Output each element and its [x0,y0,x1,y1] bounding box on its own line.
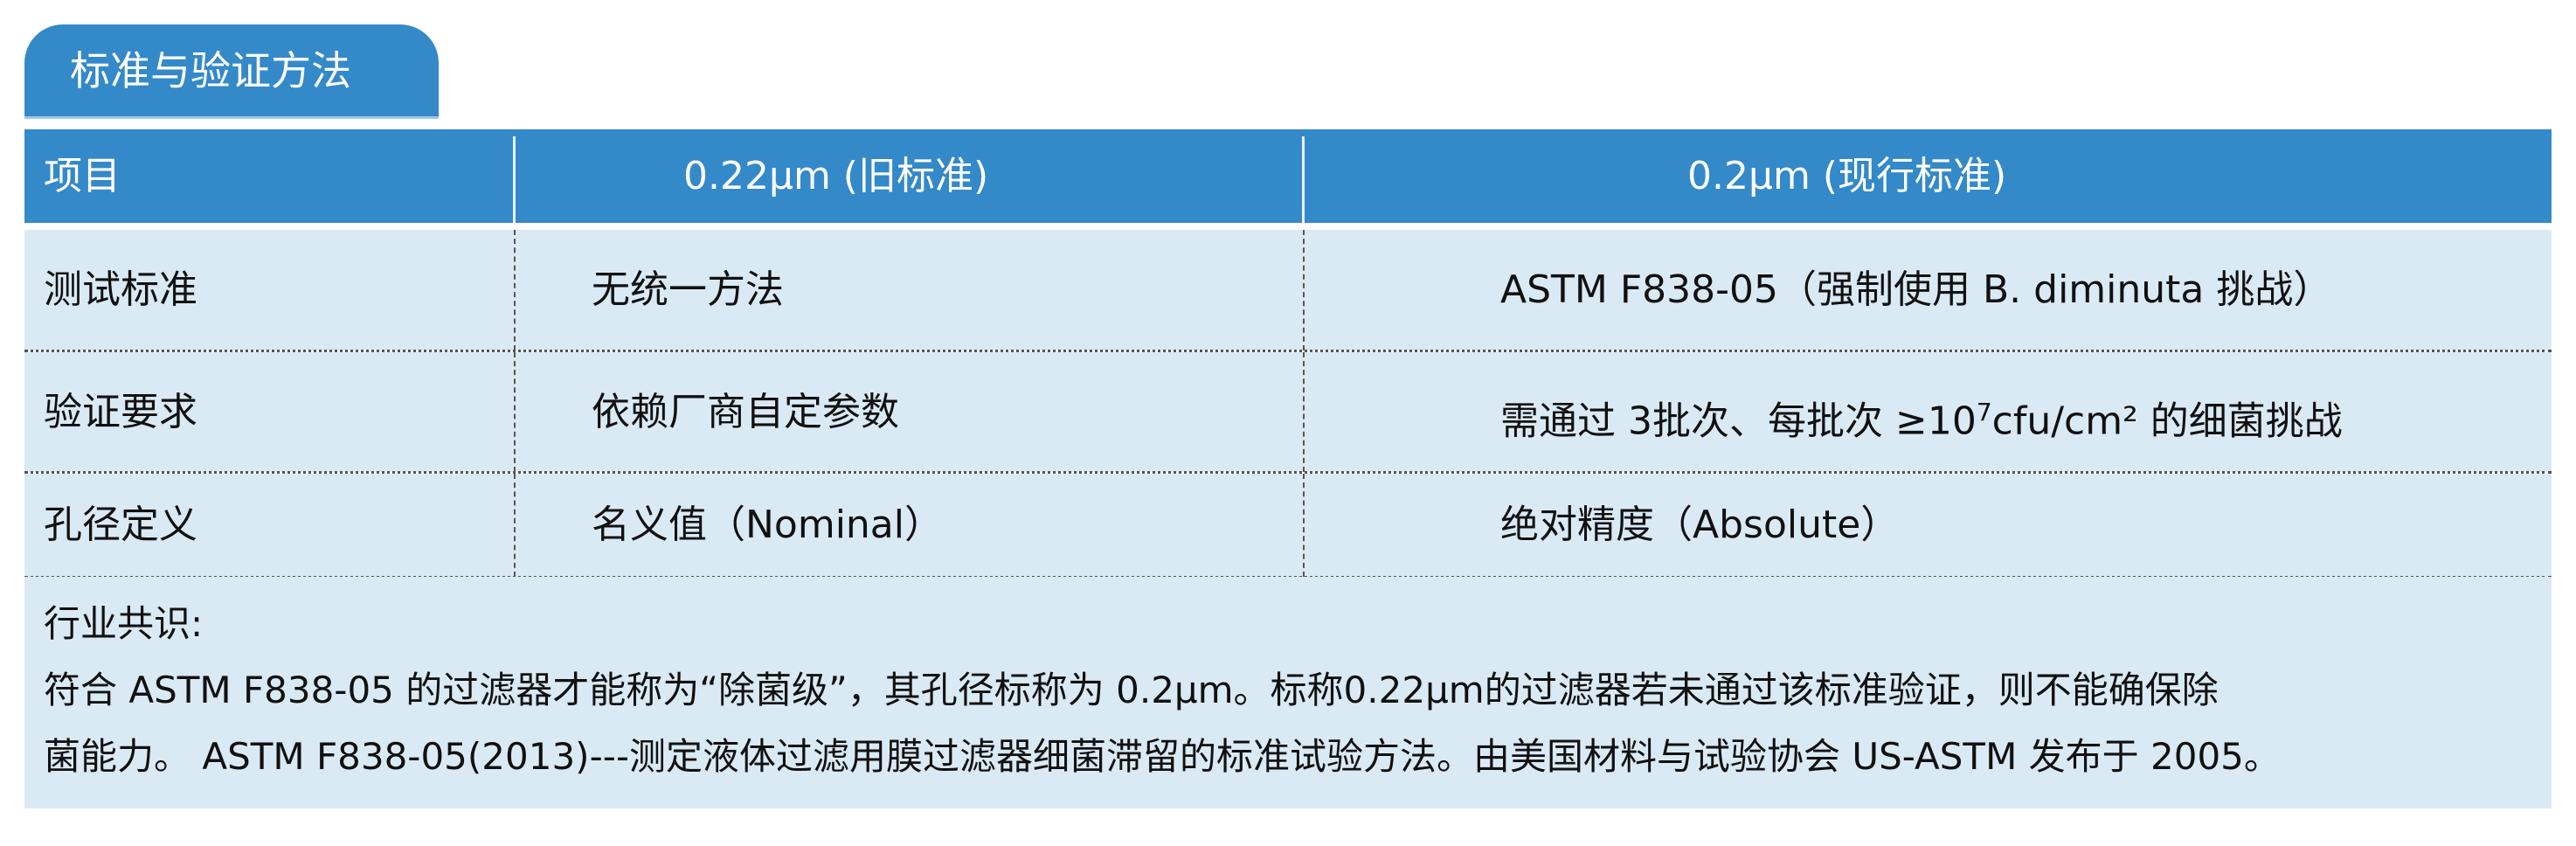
divider [24,350,2552,352]
table-row: 测试标准 无统一方法 ASTM F838-05（强制使用 B. diminuta… [24,230,2552,350]
header-item: 项目 [44,154,121,198]
divider [513,136,516,223]
exponent: 7 [1976,398,1992,426]
header-old-standard: 0.22μm (旧标准) [683,154,989,198]
table-row: 孔径定义 名义值（Nominal） 绝对精度（Absolute） [24,474,2552,577]
cell-new: 需通过 3批次、每批次 ≥107cfu/cm² 的细菌挑战 [1500,352,2343,482]
cell-new-text: 需通过 3批次、每批次 ≥10 [1500,399,1977,444]
divider [514,230,516,350]
table-row: 验证要求 依赖厂商自定参数 需通过 3批次、每批次 ≥107cfu/cm² 的细… [24,352,2552,472]
cell-new: 绝对精度（Absolute） [1500,503,1900,547]
cell-old: 依赖厂商自定参数 [592,390,899,434]
divider [514,352,516,472]
cell-new-text-tail: cfu/cm² 的细菌挑战 [1991,399,2343,444]
industry-consensus-note: 行业共识: 符合 ASTM F838-05 的过滤器才能称为“除菌级”，其孔径标… [24,577,2552,808]
cell-old: 名义值（Nominal） [592,503,943,547]
cell-item: 验证要求 [44,390,197,434]
cell-item: 测试标准 [44,267,197,312]
divider [1303,352,1305,472]
cell-item: 孔径定义 [44,503,197,547]
note-label: 行业共识: [44,602,204,645]
divider [1303,474,1305,577]
divider [1302,136,1305,223]
divider [24,471,2552,474]
section-title-tab: 标准与验证方法 [24,24,439,118]
divider [24,116,439,119]
header-new-standard: 0.2μm (现行标准) [1687,154,2007,198]
table-header: 项目 0.22μm (旧标准) 0.2μm (现行标准) [24,129,2552,223]
note-line: 菌能力。 ASTM F838-05(2013)---测定液体过滤用膜过滤器细菌滞… [44,735,2281,778]
cell-new: ASTM F838-05（强制使用 B. diminuta 挑战） [1500,267,2332,312]
divider [1303,230,1305,350]
divider [514,474,516,577]
note-line: 符合 ASTM F838-05 的过滤器才能称为“除菌级”，其孔径标称为 0.2… [44,669,2219,711]
cell-old: 无统一方法 [592,267,784,312]
section-title: 标准与验证方法 [70,47,351,94]
